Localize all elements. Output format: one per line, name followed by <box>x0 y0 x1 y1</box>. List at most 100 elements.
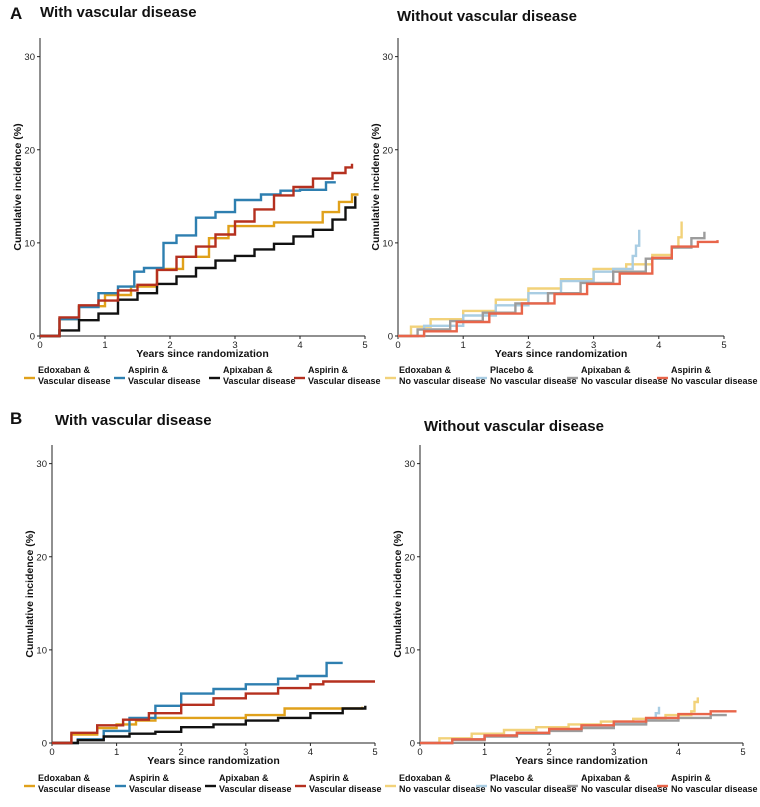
x-axis-label: Years since randomization <box>495 348 627 360</box>
x-tick-label: 3 <box>611 747 616 758</box>
legend-label-line2: Vascular disease <box>223 376 296 386</box>
x-tick-label: 1 <box>102 340 107 351</box>
legend-label-line1: Aspirin & <box>308 365 349 375</box>
legend-label-line2: No vascular disease <box>490 784 577 794</box>
legend-label-line2: Vascular disease <box>219 784 292 794</box>
series-line-1 <box>40 181 336 338</box>
y-tick-label: 20 <box>24 145 35 156</box>
x-tick-label: 0 <box>37 340 42 351</box>
y-tick-label: 30 <box>404 459 415 470</box>
y-tick-label: 0 <box>410 739 415 750</box>
legend-label-line2: No vascular disease <box>581 376 668 386</box>
legend-label-line2: Vascular disease <box>308 376 381 386</box>
legend-label-line1: Aspirin & <box>671 773 712 783</box>
legend-label-line1: Aspirin & <box>671 365 712 375</box>
x-tick-label: 5 <box>362 340 367 351</box>
x-tick-label: 1 <box>482 747 487 758</box>
x-tick-label: 5 <box>372 747 377 758</box>
legend-label-line2: No vascular disease <box>490 376 577 386</box>
legend-label-line2: No vascular disease <box>671 784 758 794</box>
legend-label-line1: Apixaban & <box>581 773 631 783</box>
legend-label-line2: Vascular disease <box>38 784 111 794</box>
x-tick-label: 1 <box>461 340 466 351</box>
chart-b-without-vascular: 0 10 20 30 0 1 2 3 4 5 Years since randomization Cu… <box>385 445 758 794</box>
y-tick-label: 10 <box>36 645 47 656</box>
legend-label-line1: Placebo & <box>490 773 534 783</box>
series-line-3 <box>52 680 375 745</box>
x-tick-label: 2 <box>526 340 531 351</box>
legend-label-line2: No vascular disease <box>399 784 486 794</box>
panel-title-b-left: With vascular disease <box>55 412 212 429</box>
y-tick-label: 30 <box>36 459 47 470</box>
legend-label-line2: Vascular disease <box>129 784 202 794</box>
series-line-3 <box>420 710 737 745</box>
legend-label-line2: No vascular disease <box>581 784 668 794</box>
x-tick-label: 3 <box>243 747 248 758</box>
x-tick-label: 4 <box>308 747 313 758</box>
x-tick-label: 5 <box>740 747 745 758</box>
series-line-3 <box>40 163 354 338</box>
legend-label-line2: Vascular disease <box>128 376 201 386</box>
legend-label-line1: Apixaban & <box>223 365 273 375</box>
y-axis-label: Cumulative incidence (%) <box>370 123 382 250</box>
x-tick-label: 5 <box>721 340 726 351</box>
legend-label-line1: Edoxaban & <box>38 773 91 783</box>
y-tick-label: 30 <box>24 52 35 63</box>
x-tick-label: 0 <box>49 747 54 758</box>
x-axis-label: Years since randomization <box>136 348 268 360</box>
legend-label-line1: Edoxaban & <box>399 365 452 375</box>
x-axis-label: Years since randomization <box>147 755 279 767</box>
series-line-1 <box>52 661 343 745</box>
legend-label-line2: Vascular disease <box>309 784 382 794</box>
x-axis-label: Years since randomization <box>515 755 647 767</box>
y-tick-label: 0 <box>30 332 35 343</box>
x-tick-label: 4 <box>676 747 681 758</box>
panel-title-a-left: With vascular disease <box>40 4 197 21</box>
y-tick-label: 10 <box>404 645 415 656</box>
y-axis-label: Cumulative incidence (%) <box>12 123 24 250</box>
series-line-2 <box>40 196 357 338</box>
y-axis-label: Cumulative incidence (%) <box>392 530 404 657</box>
series-line-3 <box>398 240 719 338</box>
x-tick-label: 2 <box>547 747 552 758</box>
x-tick-label: 4 <box>297 340 302 351</box>
y-tick-label: 20 <box>382 145 393 156</box>
panel-title-a-right: Without vascular disease <box>397 8 577 25</box>
y-tick-label: 20 <box>404 552 415 563</box>
y-tick-label: 0 <box>42 739 47 750</box>
panel-title-b-right: Without vascular disease <box>424 418 604 435</box>
x-tick-label: 3 <box>232 340 237 351</box>
chart-a-without-vascular: 0 10 20 30 0 1 2 3 4 5 Years since randomization Cu… <box>370 38 758 386</box>
legend-label-line1: Apixaban & <box>581 365 631 375</box>
legend-label-line1: Aspirin & <box>129 773 170 783</box>
y-axis-label: Cumulative incidence (%) <box>24 530 36 657</box>
y-tick-label: 10 <box>24 238 35 249</box>
legend-label-line2: No vascular disease <box>671 376 758 386</box>
x-tick-label: 0 <box>395 340 400 351</box>
legend-label-line1: Edoxaban & <box>38 365 91 375</box>
x-tick-label: 4 <box>656 340 661 351</box>
legend-label-line1: Aspirin & <box>128 365 169 375</box>
y-tick-label: 0 <box>388 332 393 343</box>
y-tick-label: 30 <box>382 52 393 63</box>
panel-letter-b: B <box>10 409 22 428</box>
legend-label-line1: Edoxaban & <box>399 773 452 783</box>
x-tick-label: 2 <box>167 340 172 351</box>
x-tick-label: 2 <box>179 747 184 758</box>
x-tick-label: 1 <box>114 747 119 758</box>
chart-a-with-vascular: 0 10 20 30 0 1 2 3 4 5 Years since randomization Cu… <box>12 38 381 386</box>
panel-letter-a: A <box>10 4 22 23</box>
legend-label-line2: Vascular disease <box>38 376 111 386</box>
x-tick-label: 3 <box>591 340 596 351</box>
x-tick-label: 0 <box>417 747 422 758</box>
legend-label-line1: Aspirin & <box>309 773 350 783</box>
series-line-0 <box>40 193 359 338</box>
chart-b-with-vascular: 0 10 20 30 0 1 2 3 4 5 Years since randomization Cu… <box>24 445 382 794</box>
legend-label-line1: Apixaban & <box>219 773 269 783</box>
legend-label-line2: No vascular disease <box>399 376 486 386</box>
series-line-2 <box>52 705 367 745</box>
y-tick-label: 20 <box>36 552 47 563</box>
legend-label-line1: Placebo & <box>490 365 534 375</box>
y-tick-label: 10 <box>382 238 393 249</box>
